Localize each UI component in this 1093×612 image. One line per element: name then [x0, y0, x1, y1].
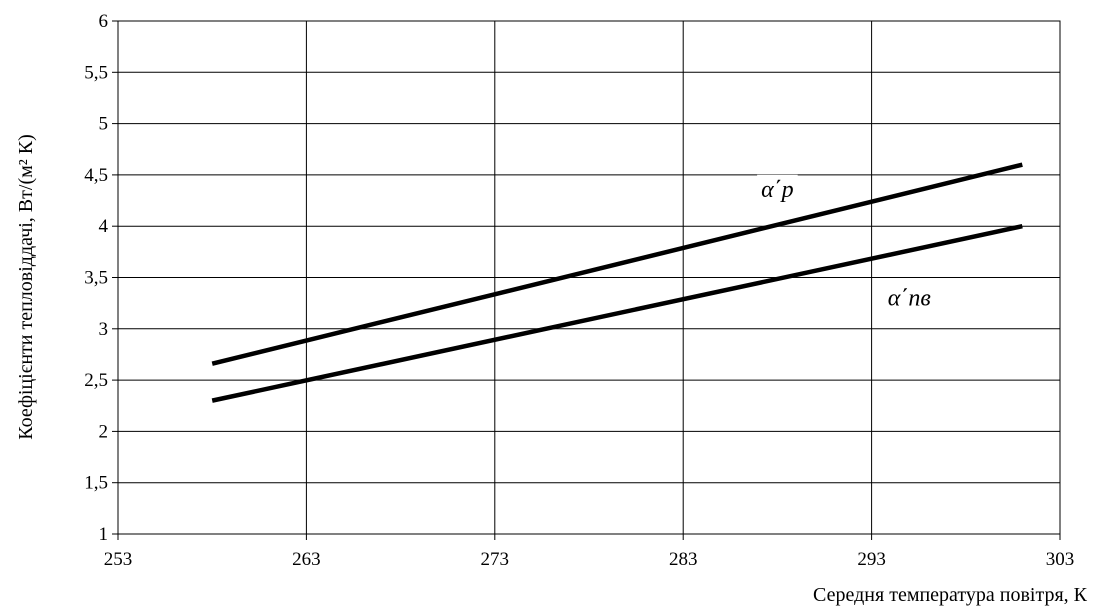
- y-tick-label: 2: [99, 421, 109, 442]
- x-tick-label: 263: [292, 549, 321, 570]
- x-tick-label: 253: [104, 549, 133, 570]
- x-tick-label: 293: [857, 549, 886, 570]
- y-tick-label: 1,5: [84, 473, 108, 494]
- y-axis-title: Коефіцієнти тепловіддачі, Вт/(м² К): [15, 134, 37, 440]
- y-tick-label: 6: [99, 11, 109, 32]
- y-tick-label: 5,5: [84, 62, 108, 83]
- y-tick-label: 5: [99, 114, 109, 135]
- series-line-2: [211, 224, 1023, 403]
- series-label-1: α΄p: [757, 174, 798, 205]
- y-tick-label: 4,5: [84, 165, 108, 186]
- x-axis-ticks: 253 263 273 283 293 303: [104, 534, 1075, 570]
- y-tick-label: 2,5: [84, 370, 108, 391]
- y-tick-label: 3,5: [84, 268, 108, 289]
- series-label-background: [757, 174, 798, 205]
- series-label-2: α΄пв: [883, 283, 935, 314]
- x-tick-label: 273: [481, 549, 510, 570]
- x-axis-title: Середня температура повітря, К: [813, 584, 1088, 606]
- y-tick-label: 3: [99, 319, 109, 340]
- y-tick-label: 1: [99, 524, 109, 545]
- series-lines: [211, 162, 1023, 403]
- y-axis-ticks: 1 1,5 2 2,5 3 3,5 4 4,5 5 5,5 6: [84, 11, 118, 545]
- grid: [117, 20, 1061, 535]
- series-name: α΄p: [761, 177, 794, 203]
- series-label-background: [883, 283, 935, 314]
- series-labels: α΄p α΄пв: [757, 174, 935, 314]
- y-tick-label: 4: [99, 216, 109, 237]
- x-tick-label: 303: [1046, 549, 1075, 570]
- series-line-1: [211, 162, 1023, 366]
- x-tick-label: 283: [669, 549, 698, 570]
- series-name: α΄пв: [888, 286, 931, 312]
